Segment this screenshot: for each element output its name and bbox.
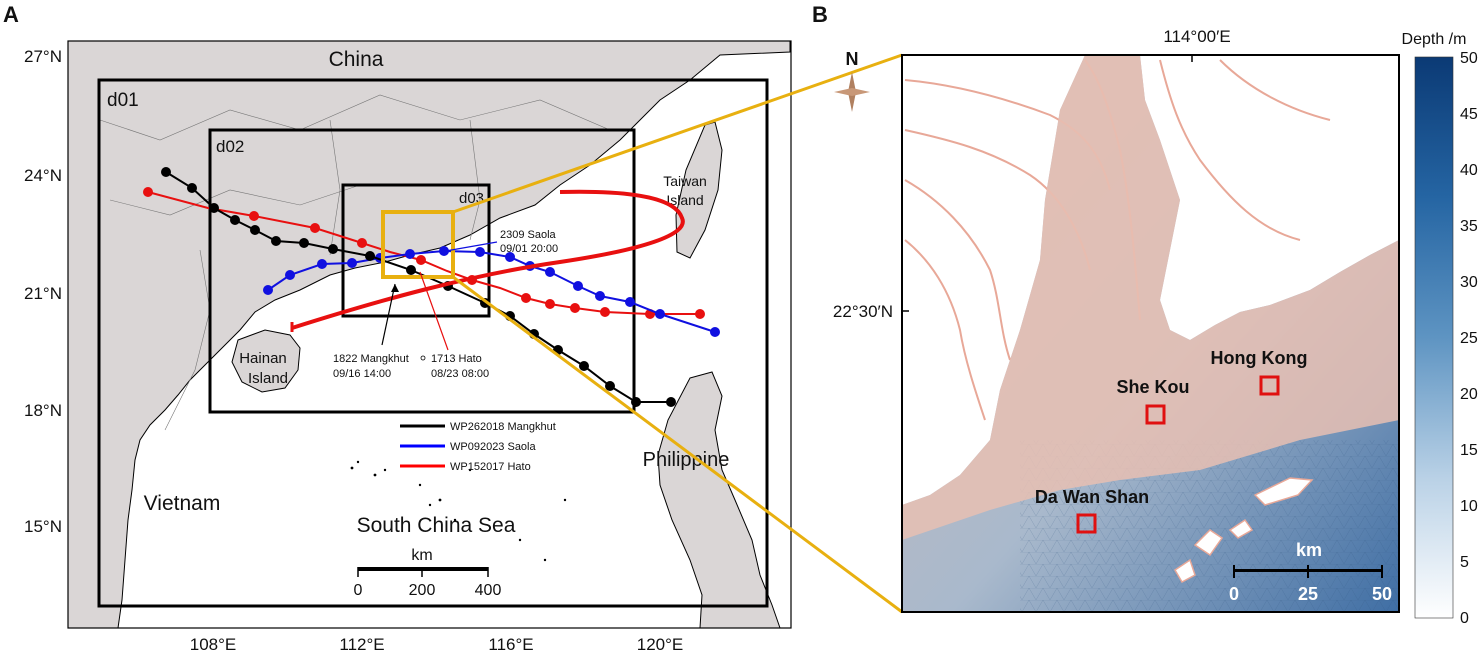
zoom-connector-top [452, 53, 903, 214]
depth-colorbar: Depth /m 50 45 40 35 30 25 20 15 10 5 0 [1402, 31, 1478, 627]
philippine-islands [657, 371, 781, 629]
lon-label: 112°E [339, 635, 384, 654]
taiwan-island [675, 121, 723, 259]
annotation-hato: 1713 Hato [431, 353, 482, 365]
station-marker-hong-kong [1259, 375, 1280, 396]
track-saola-approach [291, 189, 685, 330]
place-vietnam: Vietnam [144, 492, 221, 515]
scale-tick: 400 [475, 582, 502, 599]
estuary-channel [902, 55, 1399, 540]
track-saola [267, 249, 716, 333]
scale-tick: 200 [409, 582, 436, 599]
station-marker-she-kou [1145, 404, 1166, 425]
colorbar-tick: 25 [1460, 330, 1478, 347]
scale-unit: km [411, 547, 432, 564]
place-china: China [329, 48, 384, 71]
annotations: 2309 Saola 09/01 20:00 1822 Mangkhut 09/… [333, 229, 558, 380]
scale-tick-b: 50 [1372, 584, 1392, 604]
lon-label-b: 114°00′E [1163, 27, 1230, 46]
lat-label: 27°N [24, 47, 62, 66]
lon-label: 108°E [190, 635, 237, 654]
domain-d01-label: d01 [107, 90, 139, 111]
scale-tick-b: 25 [1298, 584, 1318, 604]
colorbar-tick: 10 [1460, 498, 1478, 515]
lat-label: 21°N [24, 284, 62, 303]
islands [1173, 477, 1314, 584]
north-arrow-icon: N [834, 49, 870, 112]
annotation-saola-time: 09/01 20:00 [500, 243, 558, 255]
legend-entry: WP152017 Hato [450, 461, 531, 473]
colorbar-tick: 20 [1460, 386, 1478, 403]
reefs [350, 460, 567, 562]
place-taiwan-island: Island [666, 192, 703, 208]
track-mangkhut-points [161, 167, 676, 407]
mainland-land [67, 40, 791, 629]
scale-tick-b: 0 [1229, 584, 1239, 604]
colorbar-tick: 35 [1460, 218, 1478, 235]
scale-unit-b: km [1296, 540, 1322, 560]
lat-labels: 27°N 24°N 21°N 18°N 15°N [24, 47, 62, 536]
panel-b-frame [901, 54, 1400, 613]
lat-label: 15°N [24, 517, 62, 536]
station-label-hong-kong: Hong Kong [1211, 348, 1308, 368]
colorbar-ramp [1414, 56, 1454, 619]
colorbar-title: Depth /m [1402, 31, 1467, 48]
lon-label: 116°E [488, 635, 533, 654]
domain-d02-box [208, 128, 636, 414]
north-label: N [846, 49, 859, 69]
legend-entry: WP262018 Mangkhut [450, 421, 556, 433]
colorbar-tick: 0 [1460, 610, 1469, 627]
scale-bar-b: km 0 25 50 [1229, 540, 1392, 604]
annotation-hato-time: 08/23 08:00 [431, 368, 489, 380]
station-label-da-wan-shan: Da Wan Shan [1035, 487, 1149, 507]
colorbar-tick: 15 [1460, 442, 1478, 459]
lat-label: 24°N [24, 166, 62, 185]
scale-tick: 0 [354, 582, 363, 599]
zoom-box [381, 210, 455, 279]
panel-b-label: B [812, 2, 828, 27]
place-hainan-island: Island [248, 370, 288, 387]
domain-d01-box [97, 78, 769, 608]
track-hato [147, 191, 700, 315]
annotation-mangkhut-time: 09/16 14:00 [333, 368, 391, 380]
scale-bar-a: km 0 200 400 [354, 547, 502, 599]
panel-b-map [901, 54, 1400, 613]
lon-labels: 108°E 112°E 116°E 120°E [190, 635, 684, 654]
place-south-china-sea: South China Sea [357, 514, 516, 537]
colorbar-tick: 30 [1460, 274, 1478, 291]
typhoon-tracks [143, 167, 720, 407]
panel-a-label: A [3, 2, 19, 27]
station-label-she-kou: She Kou [1116, 377, 1189, 397]
station-marker-da-wan-shan [1076, 513, 1097, 534]
hainan-island [231, 329, 301, 393]
stations: Hong Kong She Kou Da Wan Shan [1035, 348, 1308, 534]
zoom-connector-bottom [452, 275, 903, 614]
river-network [904, 59, 1331, 421]
colorbar-tick: 45 [1460, 106, 1478, 123]
domain-d02-label: d02 [216, 137, 244, 156]
annotation-saola: 2309 Saola [500, 229, 557, 241]
land-east [1140, 55, 1399, 340]
colorbar-tick: 50 [1460, 50, 1478, 67]
colorbar-tick: 5 [1460, 554, 1469, 571]
scale-bar [358, 567, 488, 571]
lat-label: 18°N [24, 401, 62, 420]
legend-entry: WP092023 Saola [450, 441, 536, 453]
place-hainan: Hainan [239, 350, 287, 367]
colorbar-tick: 40 [1460, 162, 1478, 179]
lat-label-b: 22°30′N [833, 302, 893, 321]
track-legend: WP262018 Mangkhut WP092023 Saola WP15201… [400, 421, 556, 473]
model-domains [97, 78, 769, 608]
panel-a-frame [67, 40, 792, 629]
lon-label: 120°E [637, 635, 684, 654]
panel-a-map [67, 40, 792, 629]
annotation-mangkhut: 1822 Mangkhut [333, 353, 409, 365]
place-taiwan: Taiwan [663, 173, 707, 189]
